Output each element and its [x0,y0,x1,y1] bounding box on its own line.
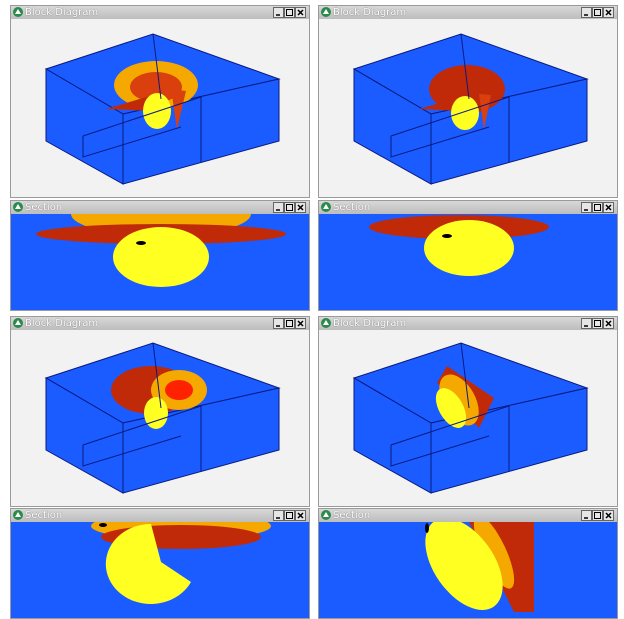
block [46,343,279,493]
button-face [582,203,592,213]
maximize-button[interactable] [593,8,603,18]
window-title: Section [25,201,62,214]
title-bar: Block Diagram [11,6,309,19]
window-title: Block Diagram [333,317,406,330]
close-button[interactable] [296,319,306,329]
title-bar: Block Diagram [319,317,617,330]
button-face [582,319,592,329]
section-view [11,214,309,310]
window-buttons [581,7,615,18]
block-diagram-view [319,19,617,197]
minimize-button[interactable] [274,203,284,213]
maximize-button[interactable] [285,203,295,213]
window: Block Diagram [10,5,310,198]
button-face [274,203,284,213]
window: Section [318,200,618,311]
maximize-button[interactable] [593,319,603,329]
title-bar: Section [11,201,309,214]
minimize-button[interactable] [274,319,284,329]
title-bar: Section [319,201,617,214]
window: Block Diagram [318,316,618,507]
button-face [274,511,284,521]
title-bar: Section [319,509,617,522]
window-icon [12,6,24,18]
close-button[interactable] [296,8,306,18]
button-face [274,8,284,18]
minimize-button[interactable] [582,203,592,213]
section-view [319,522,617,618]
window: Section [10,200,310,311]
block-diagram-view [319,330,617,506]
block [354,343,587,493]
minimize-button[interactable] [274,511,284,521]
block [46,34,279,184]
window: Section [10,508,310,619]
button-face [582,8,592,18]
close-button[interactable] [604,8,614,18]
window-title: Section [333,509,370,522]
button-face [582,511,592,521]
maximize-button[interactable] [593,203,603,213]
window-icon [12,509,24,521]
section-view [319,214,617,310]
blob [99,523,107,527]
window-icon [320,509,332,521]
block-diagram-view [11,19,309,197]
close-button[interactable] [296,203,306,213]
title-bar: Block Diagram [11,317,309,330]
blob [144,397,168,429]
minimize-button[interactable] [582,319,592,329]
maximize-button[interactable] [285,8,295,18]
block [354,34,587,184]
maximize-button[interactable] [285,511,295,521]
button-face [274,319,284,329]
blob [451,96,479,130]
window-title: Block Diagram [333,6,406,19]
block-diagram-view [11,330,309,506]
maximize-button[interactable] [593,511,603,521]
blob [143,93,171,129]
maximize-button[interactable] [285,319,295,329]
title-bar: Section [11,509,309,522]
blob [442,234,452,238]
title-bar: Block Diagram [319,6,617,19]
window: Block Diagram [10,316,310,507]
window: Block Diagram [318,5,618,198]
blob [424,220,514,276]
close-button[interactable] [604,511,614,521]
window-icon [320,6,332,18]
window-title: Section [333,201,370,214]
blob [165,380,193,400]
close-button[interactable] [296,511,306,521]
blob [113,227,209,287]
window-title: Section [25,509,62,522]
blob [425,523,429,533]
window-icon [320,201,332,213]
window-buttons [273,7,307,18]
window-icon [12,317,24,329]
minimize-button[interactable] [274,8,284,18]
blob [136,241,146,245]
window-icon [12,201,24,213]
window-buttons [581,202,615,213]
window-buttons [273,202,307,213]
window-buttons [273,318,307,329]
window: Section [318,508,618,619]
window-buttons [273,510,307,521]
screen: Block Diagram Block Diagram Section Section… [0,0,624,619]
close-button[interactable] [604,319,614,329]
window-icon [320,317,332,329]
window-buttons [581,318,615,329]
close-button[interactable] [604,203,614,213]
section-view [11,522,309,618]
minimize-button[interactable] [582,511,592,521]
minimize-button[interactable] [582,8,592,18]
window-title: Block Diagram [25,317,98,330]
window-title: Block Diagram [25,6,98,19]
window-buttons [581,510,615,521]
